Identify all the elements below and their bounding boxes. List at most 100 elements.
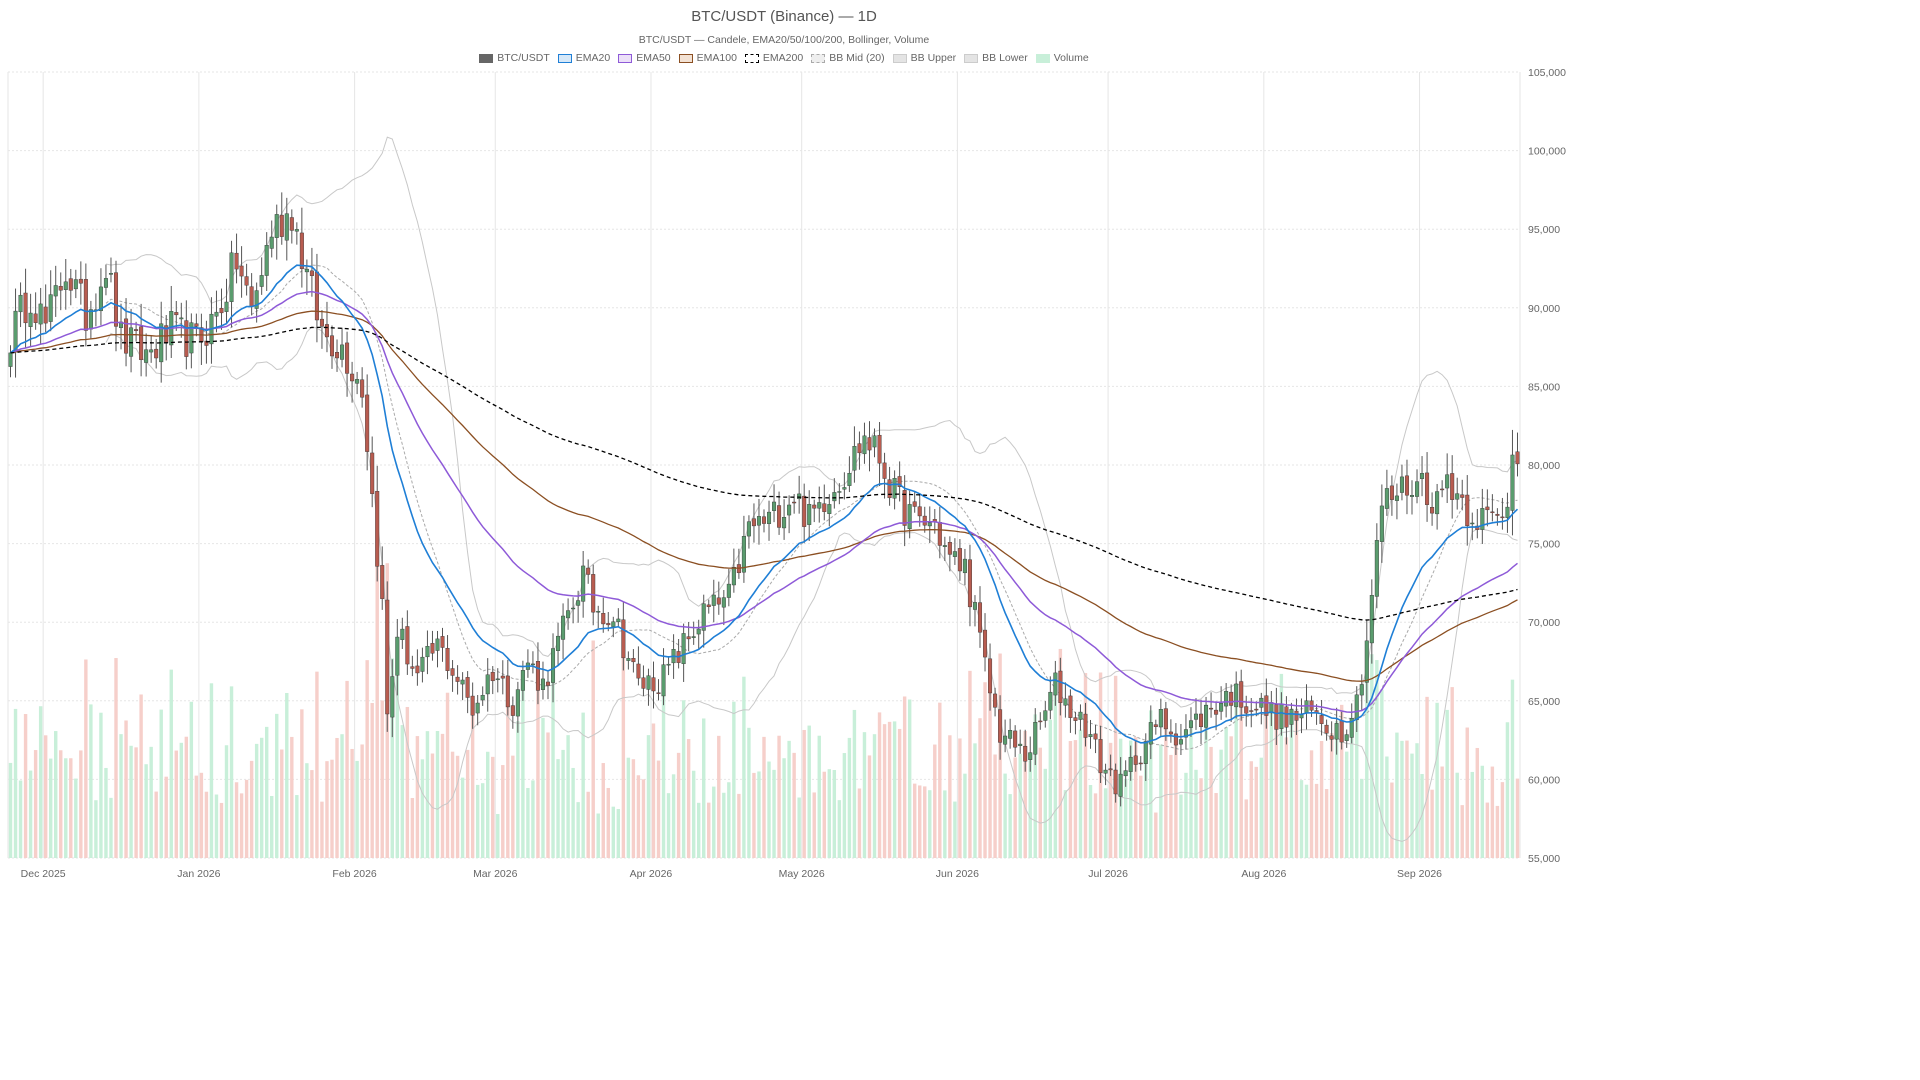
legend-item-btc-usdt[interactable]: BTC/USDT [479, 52, 550, 64]
candle-body [1334, 723, 1339, 740]
volume-bar [1073, 740, 1078, 858]
volume-bar [1400, 740, 1404, 858]
candle-body [1093, 733, 1098, 740]
candle-body [480, 695, 485, 701]
candle-body [43, 306, 48, 324]
volume-bar [1360, 778, 1364, 858]
candle-body [952, 551, 957, 557]
volume-bar [1164, 717, 1168, 858]
volume-bar [902, 696, 907, 858]
volume-bar [762, 736, 766, 858]
candle-body [299, 232, 304, 269]
legend-item-bb-lower[interactable]: BB Lower [964, 52, 1028, 64]
legend-item-ema100[interactable]: EMA100 [678, 52, 737, 64]
candle-body [98, 286, 103, 312]
candle-body [651, 677, 656, 692]
volume-bar [1299, 780, 1304, 858]
volume-bar [390, 658, 394, 858]
volume-bar [1309, 750, 1314, 858]
volume-bar [732, 701, 736, 858]
volume-bar [415, 736, 420, 858]
chart-root: BTC/USDT (Binance) — 1D BTC/USDT — Cande… [7, 8, 1566, 880]
candle-body [108, 273, 113, 275]
candle-body [797, 493, 802, 500]
legend-item-volume[interactable]: Volume [1035, 52, 1089, 64]
volume-bar [189, 701, 194, 858]
volume-bar [330, 759, 334, 858]
volume-bar [1254, 766, 1258, 858]
volume-bar [355, 760, 359, 858]
volume-bar [375, 563, 379, 858]
candle-body [1379, 505, 1384, 542]
volume-bar [1324, 789, 1329, 858]
chart-title: BTC/USDT (Binance) — 1D [691, 8, 877, 25]
volume-bar [1390, 782, 1394, 858]
volume-bar [1169, 754, 1173, 858]
y-tick-label: 75,000 [1528, 539, 1560, 551]
candle-body [701, 603, 706, 631]
candle-body [450, 668, 455, 676]
legend-item-ema50[interactable]: EMA50 [618, 52, 671, 64]
volume-bar [1329, 733, 1334, 858]
y-tick-label: 105,000 [1528, 67, 1566, 79]
volume-bar [661, 677, 666, 858]
volume-bar [626, 757, 631, 858]
candle-body [279, 214, 284, 237]
candle-body [1098, 739, 1103, 774]
candle-body [1284, 706, 1289, 728]
candle-body [1068, 695, 1073, 718]
volume-bar [646, 735, 651, 858]
volume-bar [842, 753, 847, 858]
volume-bar [164, 776, 168, 858]
volume-bar [1365, 676, 1369, 858]
volume-bar [1279, 673, 1284, 858]
volume-bar [380, 700, 384, 858]
candle-body [395, 636, 400, 676]
candle-body [103, 278, 108, 288]
legend-item-bb-mid-20[interactable]: BB Mid (20) [811, 52, 885, 64]
volume-bar [611, 806, 616, 858]
candle-body [721, 597, 726, 608]
volume-bar [1204, 704, 1208, 858]
volume-bar [43, 735, 48, 858]
legend-item-bb-upper[interactable]: BB Upper [892, 52, 956, 64]
legend-item-ema200[interactable]: EMA200 [744, 52, 803, 64]
volume-bar [918, 785, 922, 858]
legend-swatch [892, 53, 907, 63]
volume-bar [184, 736, 189, 858]
volume-bar [310, 770, 314, 858]
volume-bar [491, 756, 495, 858]
candle-body [581, 565, 586, 602]
candle-body [410, 666, 415, 669]
legend-swatch [811, 53, 826, 63]
candle-body [1339, 720, 1344, 743]
volume-bar [94, 800, 98, 858]
volume-bar [742, 676, 746, 858]
volume-bar [169, 669, 173, 858]
candle-body [179, 317, 184, 320]
legend-item-ema20[interactable]: EMA20 [557, 52, 610, 64]
candle-body [977, 602, 983, 633]
volume-bar [134, 747, 138, 858]
volume-bar [239, 793, 244, 858]
volume-bar [194, 775, 199, 858]
candle-body [289, 217, 294, 231]
candle-body [88, 309, 93, 330]
volume-bar [1450, 687, 1454, 858]
volume-bar [129, 745, 133, 858]
volume-bar [1259, 757, 1264, 858]
volume-bar [656, 760, 661, 858]
candle-body [616, 618, 621, 623]
candle-body [787, 504, 792, 516]
candle-body [1470, 522, 1475, 525]
candle-body [294, 229, 299, 232]
candle-body [862, 435, 867, 455]
volume-bar [1209, 746, 1213, 858]
volume-bar [1264, 712, 1269, 858]
candle-body [48, 294, 53, 322]
volume-bar [531, 780, 535, 858]
legend-swatch [479, 53, 494, 63]
candle-body [194, 323, 199, 327]
candle-body [937, 522, 942, 546]
candle-body [329, 335, 335, 357]
